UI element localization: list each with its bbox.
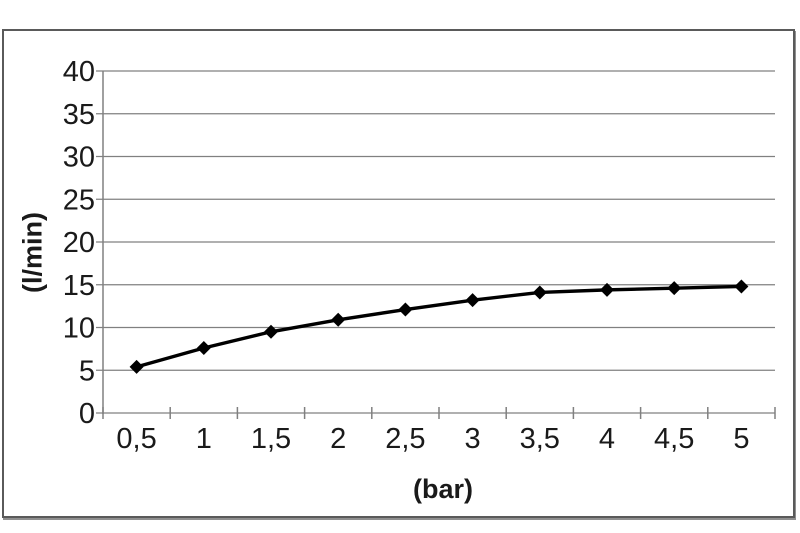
x-tick-label: 4 <box>599 423 615 455</box>
y-tick-label: 20 <box>63 227 95 259</box>
data-point-marker <box>264 324 278 339</box>
data-point-marker <box>600 282 614 297</box>
x-tick-label: 3,5 <box>520 423 560 455</box>
data-point-marker <box>734 279 749 294</box>
data-point-marker <box>667 281 682 296</box>
chart-border <box>2 29 795 518</box>
y-tick-label: 40 <box>63 56 95 88</box>
y-tick-label: 30 <box>63 142 95 174</box>
data-point-marker <box>196 341 211 356</box>
x-tick-label: 2 <box>330 423 346 455</box>
y-tick-label: 10 <box>63 313 95 345</box>
data-point-marker <box>129 359 144 374</box>
data-line <box>134 284 744 369</box>
data-point-marker <box>331 312 346 327</box>
y-tick-label: 5 <box>79 355 95 387</box>
x-tick-label: 2,5 <box>385 423 425 455</box>
data-point-marker <box>532 285 547 300</box>
y-tick-label: 35 <box>63 99 95 131</box>
x-tick-label: 5 <box>733 423 749 455</box>
x-tick-label: 0,5 <box>116 423 156 455</box>
data-point-marker <box>465 293 480 308</box>
y-tick-label: 0 <box>79 398 95 430</box>
y-axis-title: (l/min) <box>17 212 48 293</box>
x-axis-title: (bar) <box>413 474 473 504</box>
x-tick-label: 4,5 <box>654 423 694 455</box>
x-tick-label: 1,5 <box>251 423 291 455</box>
y-tick-label: 15 <box>63 270 95 302</box>
x-tick-label: 1 <box>196 423 212 455</box>
y-tick-label: 25 <box>63 184 95 216</box>
x-tick-label: 3 <box>465 423 481 455</box>
data-point-marker <box>398 302 413 317</box>
